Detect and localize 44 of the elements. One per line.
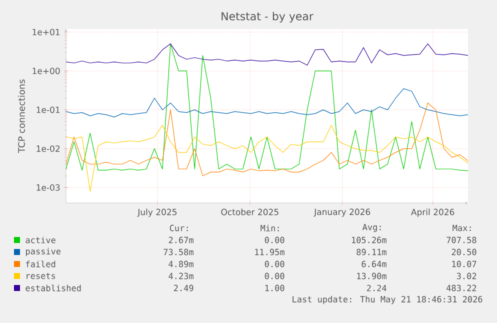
text: Max: — [452, 224, 471, 232]
text: 2.49 — [174, 284, 194, 292]
text: 483.22 — [446, 284, 476, 292]
text: 6.64m — [362, 260, 386, 268]
text: 20.50 — [452, 248, 476, 256]
x-tick-label: April 2026 — [411, 208, 454, 217]
line-series — [66, 88, 468, 118]
legend-label: resets — [26, 272, 56, 280]
text: 2.24 — [366, 284, 386, 292]
y-tick-label: 1e+01 — [32, 28, 60, 36]
y-tick-label: 1e-01 — [36, 106, 60, 114]
text: Last update: Thu May 21 18:46:31 2026 — [292, 296, 482, 304]
text: 0.00 — [264, 236, 284, 244]
text: 105.26m — [352, 236, 386, 244]
text: 2.67m — [168, 236, 194, 244]
text: 13.90m — [357, 272, 386, 280]
x-tick-label: July 2025 — [137, 208, 177, 217]
legend-label: active — [26, 236, 56, 244]
text: 73.58m — [164, 248, 194, 256]
y-axis-title: TCP connections — [18, 80, 25, 153]
text: Min: — [260, 224, 279, 232]
y-tick-label: 1e-03 — [36, 184, 60, 191]
text: 1.00 — [265, 284, 284, 292]
text: 707.58 — [446, 236, 476, 244]
chart-title: Netstat - by year — [222, 12, 314, 22]
y-tick-label: 1e+00 — [32, 68, 60, 74]
x-tick-label: January 2026 — [314, 208, 370, 217]
text: 89.11m — [356, 248, 386, 256]
x-tick-label: October 2025 — [221, 208, 278, 216]
legend-label: established — [26, 284, 81, 292]
legend-label: passive — [26, 248, 61, 256]
line-series — [66, 102, 468, 176]
text: 0.00 — [264, 272, 284, 280]
y-tick-label: 1e-02 — [36, 145, 60, 152]
text: 3.02 — [456, 272, 476, 280]
text: 11.95m — [255, 248, 284, 256]
line-series — [66, 43, 468, 66]
text: 4.23m — [168, 272, 194, 280]
text: 10.07 — [452, 260, 476, 268]
text: Cur: — [170, 224, 188, 232]
text: 0.00 — [264, 260, 284, 268]
legend-label: failed — [26, 260, 56, 268]
text: 4.89m — [168, 260, 194, 268]
text: Avg: — [362, 224, 381, 232]
